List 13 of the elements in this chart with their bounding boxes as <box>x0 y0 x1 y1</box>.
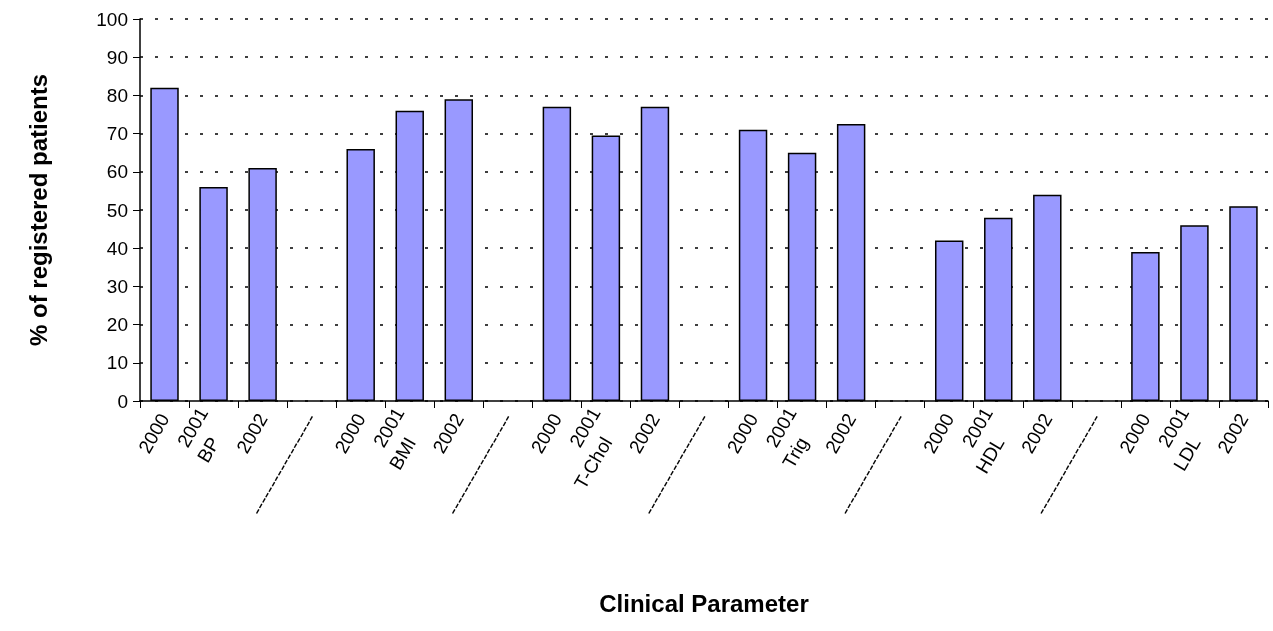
y-tick-label: 80 <box>106 84 128 106</box>
y-tick-label: 50 <box>106 199 128 221</box>
x-axis-title: Clinical Parameter <box>599 589 809 617</box>
y-tick-label: 70 <box>106 123 128 145</box>
y-tick-label: 0 <box>117 390 128 412</box>
y-axis-title: % of registered patients <box>24 73 52 347</box>
y-tick-label: 40 <box>106 237 128 259</box>
y-tick-label: 100 <box>96 8 128 30</box>
y-tick-label: 60 <box>106 161 128 183</box>
y-tick-label: 90 <box>106 46 128 68</box>
y-tick-label: 10 <box>106 352 128 374</box>
y-tick-label: 30 <box>106 275 128 297</box>
y-tick-label: 20 <box>106 314 128 336</box>
